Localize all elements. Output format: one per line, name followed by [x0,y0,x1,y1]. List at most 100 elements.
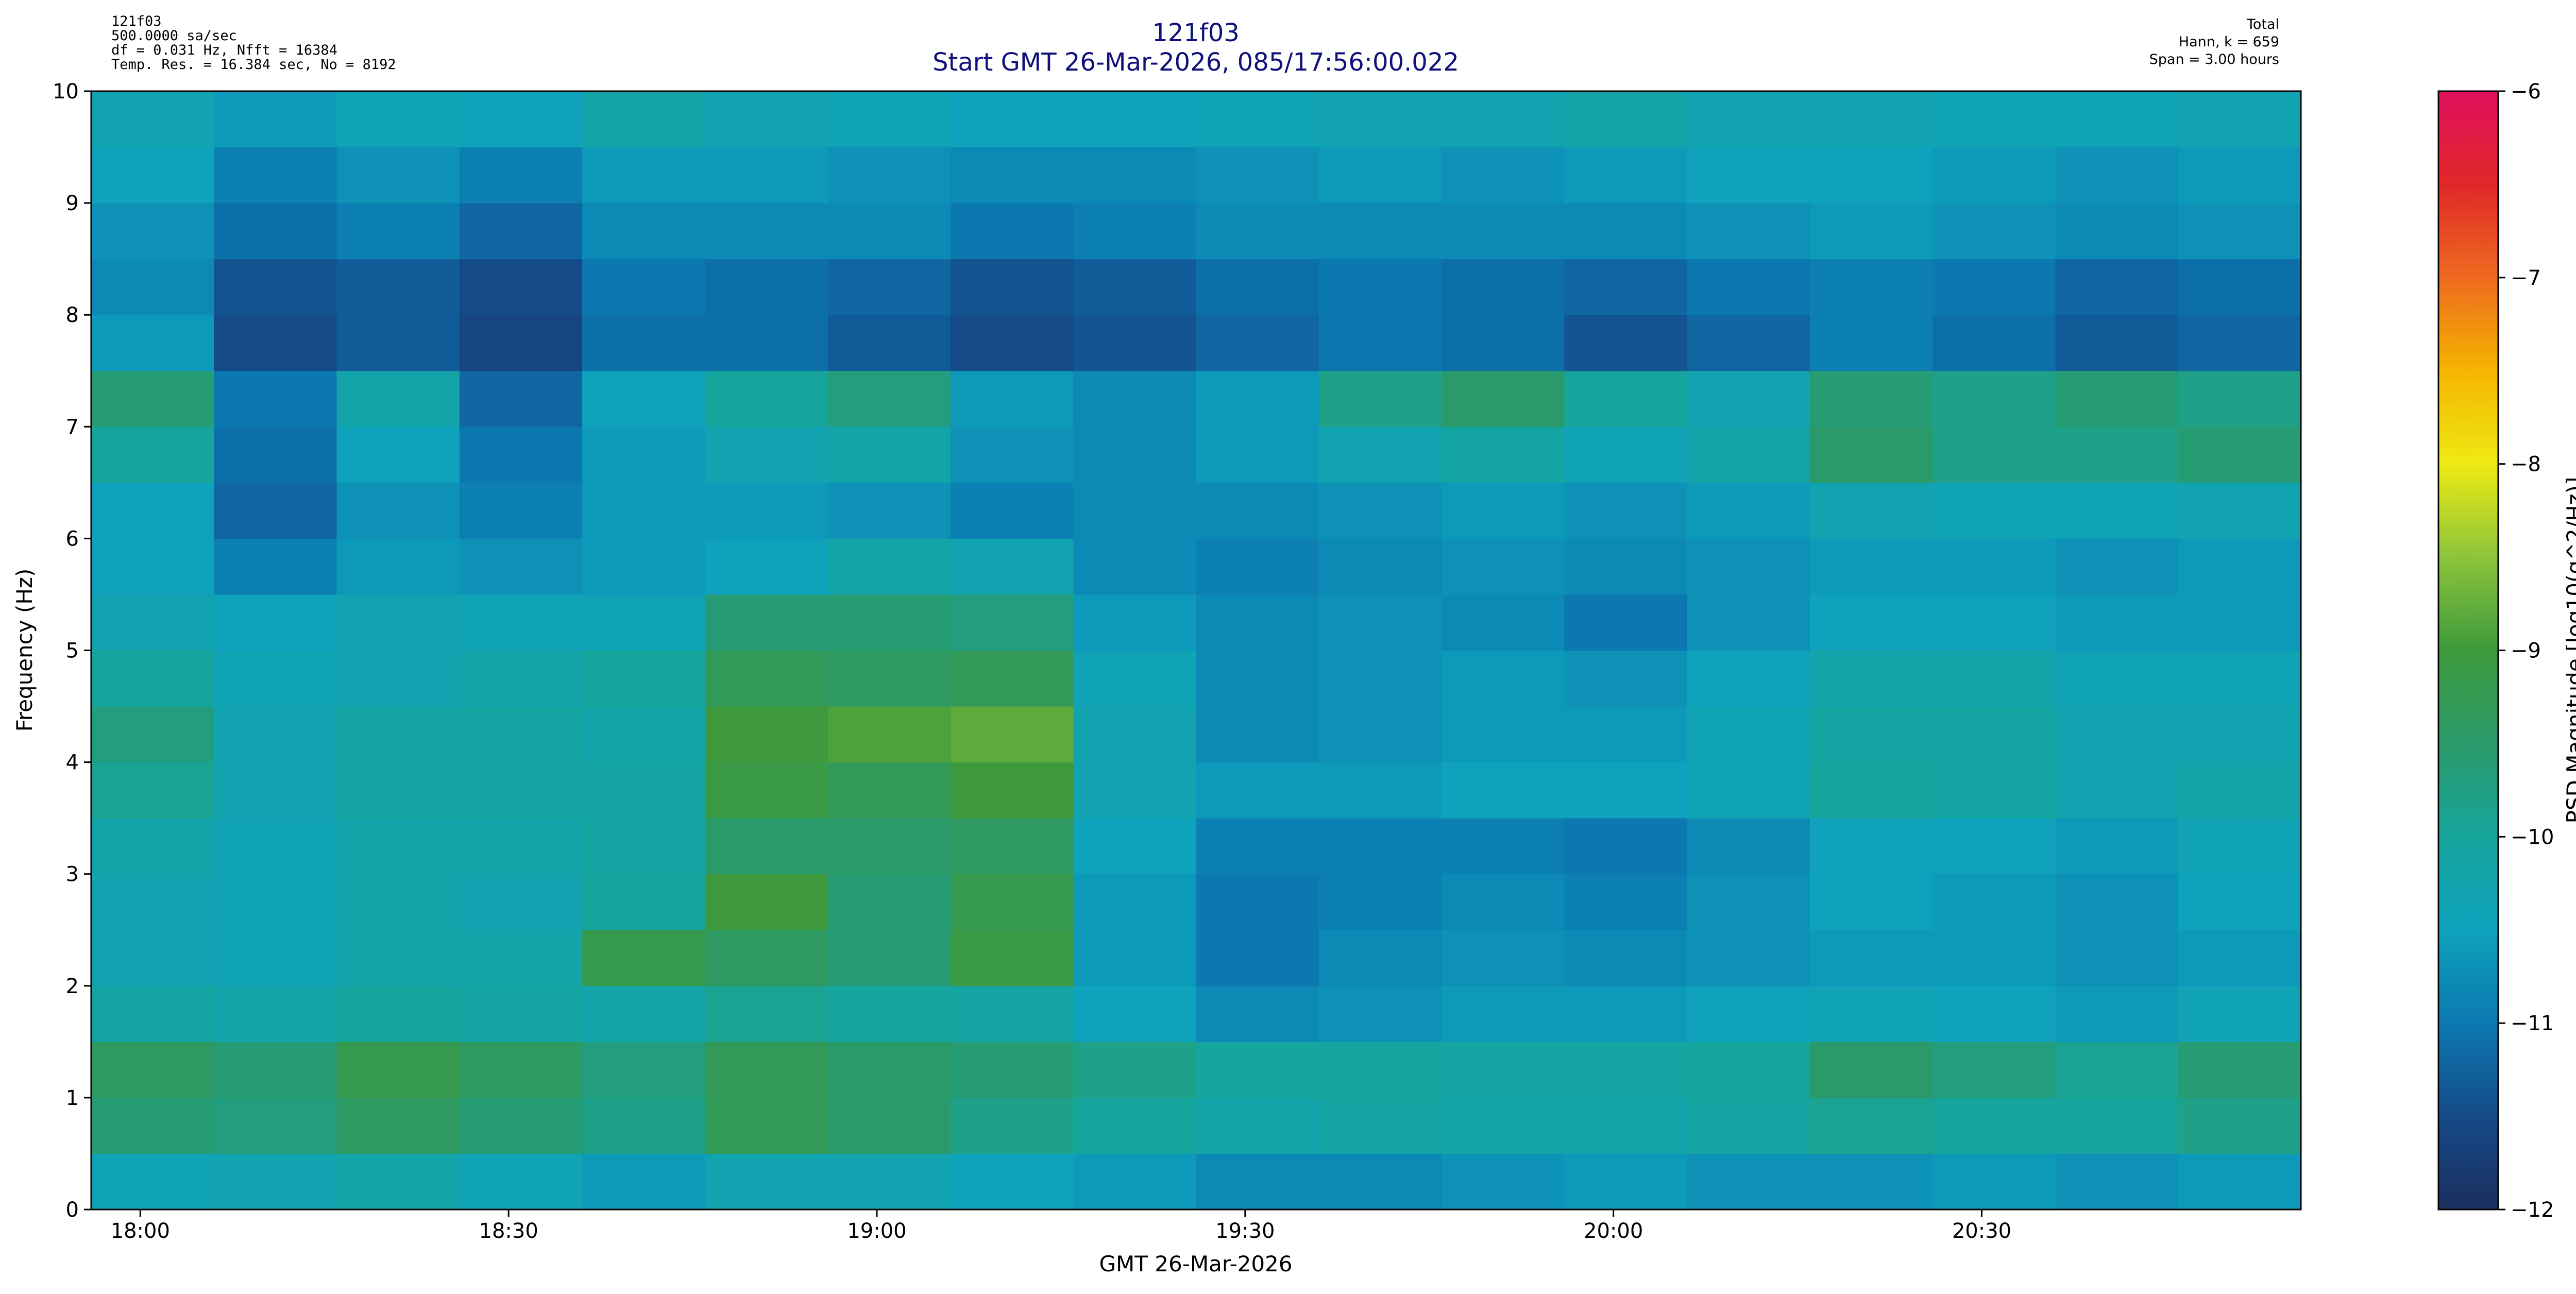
info-left: 121f03 [111,13,162,29]
heatmap-cell [1073,930,1196,986]
colorbar-tick-label: −11 [2511,1012,2554,1035]
heatmap-cell [1687,706,1810,763]
heatmap-cell [91,370,214,427]
heatmap-cell [336,482,460,539]
heatmap-cell [1564,538,1688,595]
heatmap-cell [336,427,460,483]
heatmap-cell [459,203,583,260]
heatmap-cell [582,203,705,260]
y-tick-label: 7 [66,415,79,439]
heatmap-cell [1933,482,2056,539]
heatmap-cell [1564,762,1688,819]
heatmap-cell [214,538,337,595]
heatmap-cell [1933,147,2056,203]
heatmap-cell [2178,1042,2301,1098]
heatmap-cell [214,1097,337,1154]
heatmap-cell [1809,315,1933,371]
heatmap-cell [1442,594,1565,651]
heatmap-cell [950,1042,1074,1098]
heatmap-cell [827,147,951,203]
heatmap-cell [950,91,1074,148]
heatmap-cell [705,538,828,595]
heatmap-cell [1073,538,1196,595]
heatmap-cell [459,930,583,986]
heatmap-cell [2055,985,2179,1042]
heatmap-cell [91,930,214,986]
heatmap-cell [91,259,214,315]
heatmap-cell [950,1153,1074,1210]
heatmap-cell [1809,930,1933,986]
heatmap-cell [91,650,214,707]
heatmap-cell [582,818,705,875]
heatmap-cell [1318,762,1442,819]
heatmap-cell [1933,538,2056,595]
heatmap-cell [582,706,705,763]
heatmap-cell [336,91,460,148]
heatmap-cell [2055,762,2179,819]
heatmap-cell [1442,91,1565,148]
heatmap-cell [91,147,214,203]
heatmap-cell [336,650,460,707]
heatmap-cell [582,1153,705,1210]
heatmap-cell [1318,930,1442,986]
heatmap-cell [1196,874,1319,930]
heatmap-cell [1318,91,1442,148]
heatmap-cell [2178,315,2301,371]
heatmap-cell [214,762,337,819]
heatmap-cell [1564,1153,1688,1210]
heatmap-cell [705,1042,828,1098]
heatmap-cell [459,315,583,371]
heatmap-cell [1809,538,1933,595]
heatmap-cell [1442,818,1565,875]
heatmap-cell [1564,259,1688,315]
heatmap-cell [705,930,828,986]
heatmap-cell [1933,370,2056,427]
heatmap-cell [91,482,214,539]
heatmap-cell [705,315,828,371]
heatmap-cell [1809,1042,1933,1098]
heatmap-cell [827,706,951,763]
heatmap-cell [1073,985,1196,1042]
colorbar [2437,90,2499,1211]
heatmap-cell [1933,762,2056,819]
heatmap-cell [2055,538,2179,595]
heatmap-cell [705,874,828,930]
colorbar-tick-label: −6 [2511,80,2541,104]
heatmap-cell [1564,650,1688,707]
heatmap-cell [950,985,1074,1042]
heatmap-cell [2178,594,2301,651]
heatmap-cell [1687,762,1810,819]
heatmap-cell [1933,1097,2056,1154]
heatmap-cell [1687,259,1810,315]
heatmap-cell [1933,1042,2056,1098]
y-tick-label: 9 [66,192,79,215]
heatmap-cell [950,259,1074,315]
heatmap-cell [1687,482,1810,539]
heatmap-cell [1564,985,1688,1042]
y-tick-label: 0 [66,1198,79,1222]
heatmap-cell [2055,1042,2179,1098]
heatmap-cell [459,538,583,595]
heatmap-cell [1073,874,1196,930]
heatmap-cell [1933,874,2056,930]
heatmap-cell [950,370,1074,427]
heatmap-cell [1442,147,1565,203]
heatmap-cell [459,1097,583,1154]
heatmap-cell [1442,259,1565,315]
heatmap-cell [1318,203,1442,260]
heatmap-cell [1564,1097,1688,1154]
heatmap-cell [2055,259,2179,315]
heatmap-cell [705,1097,828,1154]
heatmap-cell [2055,203,2179,260]
heatmap-cell [1442,427,1565,483]
heatmap-cell [950,1097,1074,1154]
heatmap-cell [1073,1042,1196,1098]
heatmap-cell [827,930,951,986]
heatmap-cell [459,706,583,763]
heatmap-cell [1687,370,1810,427]
heatmap-cell [1564,203,1688,260]
y-axis-label: Frequency (Hz) [12,569,37,732]
heatmap-cell [1687,147,1810,203]
heatmap-cell [1318,1097,1442,1154]
x-tick-label: 19:30 [1215,1219,1275,1243]
